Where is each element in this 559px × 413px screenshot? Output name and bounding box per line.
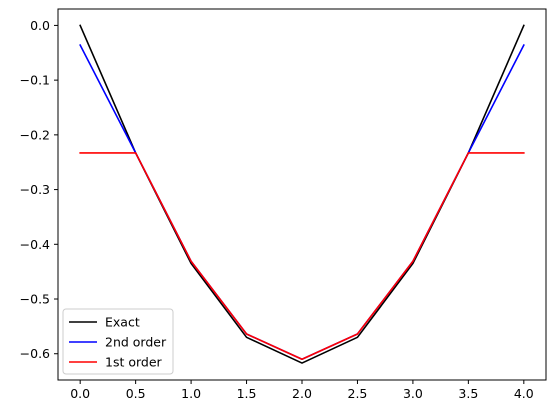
y-tick-label: −0.2 bbox=[20, 127, 50, 142]
y-tick-label: −0.3 bbox=[20, 182, 50, 197]
x-tick-label: 4.0 bbox=[514, 386, 534, 401]
y-tick-label: −0.4 bbox=[20, 237, 50, 252]
x-tick-label: 3.5 bbox=[458, 386, 478, 401]
legend-label: 1st order bbox=[105, 355, 163, 370]
x-axis: 0.0 0.5 1.0 1.5 2.0 2.5 3.0 3.5 4.0 bbox=[70, 380, 534, 401]
legend-label: Exact bbox=[105, 315, 140, 330]
y-tick-label: −0.6 bbox=[20, 346, 50, 361]
y-axis: 0.0 −0.1 −0.2 −0.3 −0.4 −0.5 −0.6 bbox=[20, 18, 58, 361]
x-tick-label: 2.5 bbox=[348, 386, 368, 401]
x-tick-label: 2.0 bbox=[292, 386, 312, 401]
y-tick-label: 0.0 bbox=[30, 18, 50, 33]
x-tick-label: 3.0 bbox=[403, 386, 423, 401]
legend: Exact 2nd order 1st order bbox=[62, 308, 174, 375]
legend-label: 2nd order bbox=[105, 335, 167, 350]
y-tick-label: −0.5 bbox=[20, 292, 50, 307]
series-layer bbox=[79, 24, 525, 364]
x-tick-label: 0.5 bbox=[126, 386, 146, 401]
y-tick-label: −0.1 bbox=[20, 73, 50, 88]
legend-box bbox=[62, 308, 174, 375]
x-tick-label: 1.5 bbox=[237, 386, 257, 401]
x-tick-label: 1.0 bbox=[181, 386, 201, 401]
series-line-2 bbox=[79, 152, 525, 361]
x-tick-label: 0.0 bbox=[70, 386, 90, 401]
